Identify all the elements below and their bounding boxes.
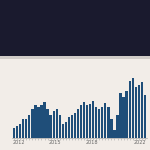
Bar — [71, 115, 73, 138]
Bar — [40, 105, 43, 138]
Bar — [116, 115, 119, 138]
Bar — [104, 103, 106, 138]
Bar — [34, 105, 37, 138]
Bar — [19, 124, 21, 138]
Bar — [83, 102, 85, 138]
Bar — [129, 81, 131, 138]
Bar — [50, 115, 52, 138]
Bar — [13, 128, 15, 138]
Bar — [126, 91, 128, 138]
Bar — [56, 109, 58, 138]
Bar — [31, 109, 33, 138]
Bar — [74, 113, 76, 138]
Bar — [68, 117, 70, 138]
Bar — [101, 107, 104, 138]
Bar — [86, 105, 88, 138]
Bar — [122, 97, 125, 138]
Bar — [113, 130, 116, 138]
Bar — [80, 105, 82, 138]
Bar — [119, 93, 122, 138]
Bar — [25, 120, 27, 138]
Bar — [132, 78, 134, 138]
Bar — [135, 87, 137, 138]
Bar — [89, 104, 91, 138]
Bar — [43, 102, 46, 138]
Bar — [92, 101, 94, 138]
Bar — [22, 120, 24, 138]
Bar — [62, 124, 64, 138]
Bar — [110, 120, 112, 138]
Bar — [52, 111, 55, 138]
Bar — [16, 126, 18, 138]
Bar — [65, 122, 67, 138]
Bar — [144, 95, 146, 138]
Bar — [138, 84, 140, 138]
Bar — [98, 109, 100, 138]
Bar — [141, 82, 143, 138]
Bar — [107, 107, 110, 138]
Bar — [59, 115, 61, 138]
Bar — [95, 107, 97, 138]
Bar — [77, 109, 79, 138]
Bar — [37, 107, 40, 138]
Bar — [28, 115, 30, 138]
Bar — [46, 109, 49, 138]
